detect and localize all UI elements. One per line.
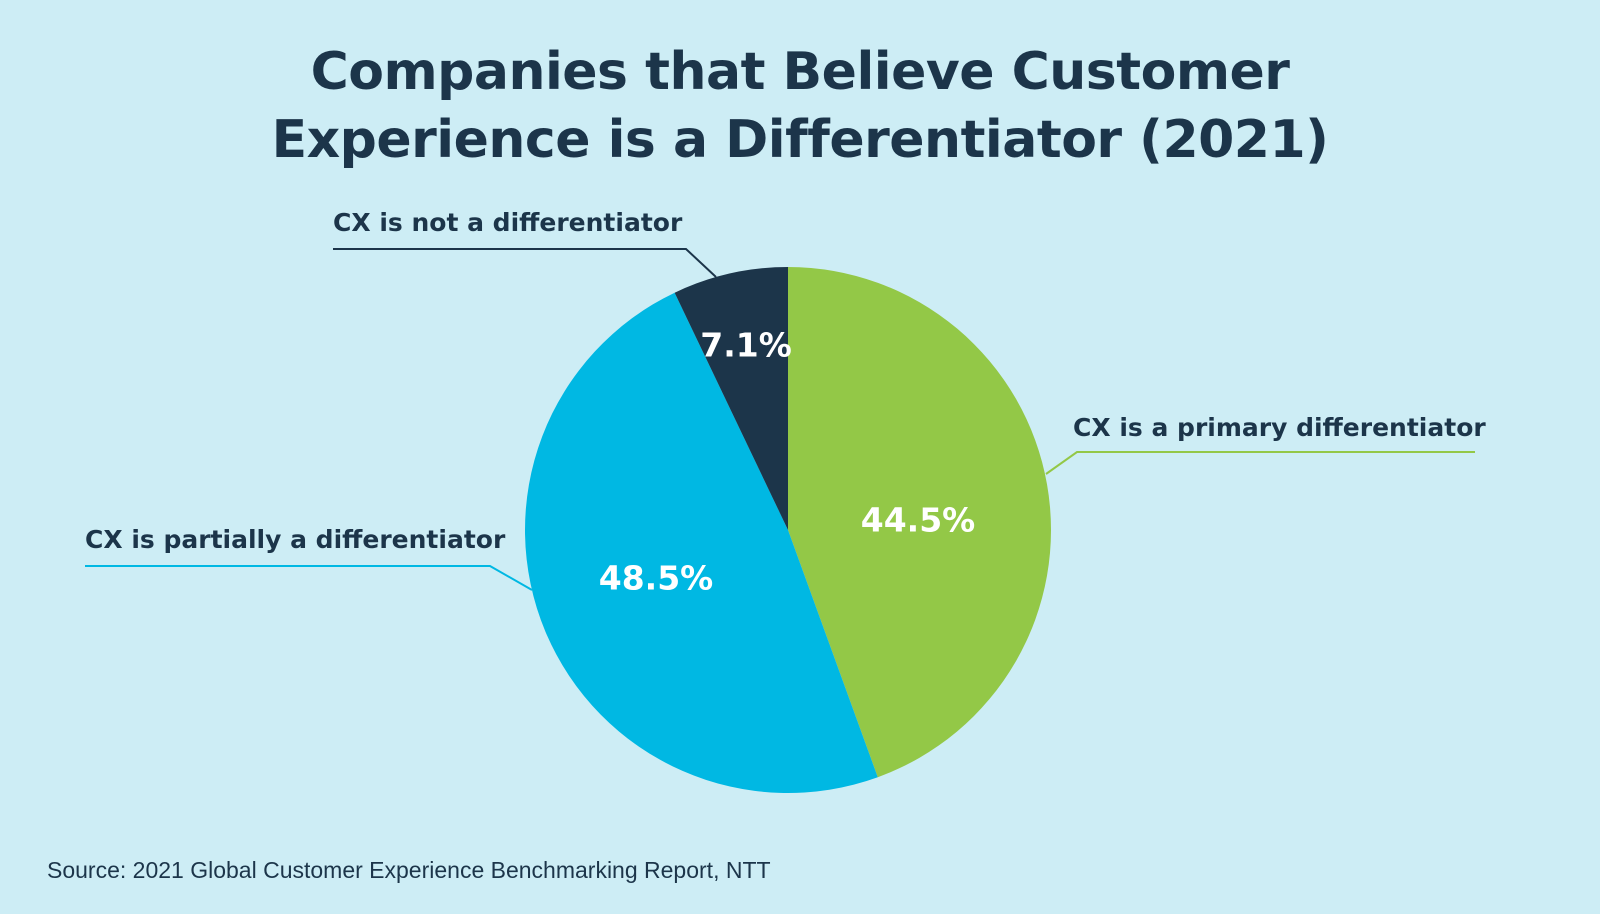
pie-slice-primary: [788, 267, 1052, 778]
leader-line-partial: [85, 565, 533, 591]
value-label-partial: 48.5%: [599, 559, 714, 598]
category-labels: CX is a primary differentiator CX is part…: [85, 208, 1486, 554]
leader-line-primary: [1045, 451, 1475, 475]
value-labels: 44.5% 48.5% 7.1%: [599, 326, 976, 598]
leader-lines: [85, 248, 1475, 591]
pie-slice-not: [674, 267, 788, 530]
chart-title: Companies that Believe Customer Experien…: [0, 38, 1600, 174]
category-label-partial: CX is partially a differentiator: [85, 525, 506, 554]
category-label-primary: CX is a primary differentiator: [1073, 413, 1486, 442]
category-label-not: CX is not a differentiator: [333, 208, 683, 237]
leader-line-not: [333, 248, 717, 278]
value-label-not: 7.1%: [700, 326, 792, 365]
pie-slice-partial: [524, 292, 878, 794]
chart-title-line-2: Experience is a Differentiator (2021): [271, 110, 1329, 170]
chart-title-line-1: Companies that Believe Customer: [310, 42, 1290, 102]
value-label-primary: 44.5%: [861, 501, 976, 540]
pie-slices: [524, 267, 1052, 794]
source-note: Source: 2021 Global Customer Experience …: [47, 857, 771, 883]
